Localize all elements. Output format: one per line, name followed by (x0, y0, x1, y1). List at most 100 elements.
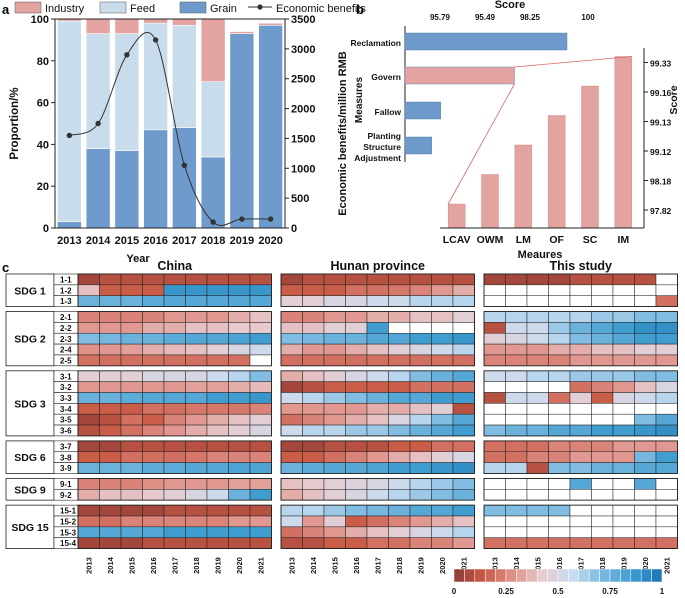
heatmap-cell (302, 343, 325, 356)
heatmap-cell (185, 515, 208, 528)
heatmap-cell (634, 515, 657, 528)
heatmap-cell (206, 440, 229, 452)
heatmap-cell (366, 489, 389, 501)
heatmap-cell (655, 489, 678, 501)
heatmap-cell (206, 392, 229, 404)
heatmap-cell (249, 526, 272, 538)
inset-bar-LCAV (447, 203, 466, 229)
heatmap-cell (323, 462, 346, 474)
heatmap-cell (323, 311, 346, 323)
heatmap-cell (431, 333, 454, 345)
heatmap-cell (142, 451, 165, 463)
column-label-2015: 2015 (331, 557, 340, 574)
heatmap-cell (483, 489, 506, 501)
heatmap-cell (228, 354, 251, 367)
heatmap-cell (323, 273, 346, 286)
heatmap-cell (569, 403, 592, 415)
legend-label-grain: Grain (210, 3, 237, 15)
heatmap-cell (612, 504, 635, 517)
heatmap-cell (431, 526, 454, 538)
inset-bar-SC (581, 85, 599, 229)
heatmap-cell (142, 333, 165, 345)
x-axis-label: Year (126, 253, 150, 265)
column-label-2018: 2018 (395, 557, 404, 574)
heatmap-cell (409, 537, 432, 549)
heatmap-cell (185, 381, 208, 393)
heatmap-cell (655, 413, 678, 426)
panel-b-score-chart: Score 95.79 95.49 98.25 100 Measures Reclamati… (350, 0, 680, 261)
heatmap-cell (569, 413, 592, 426)
heatmap-cell (77, 354, 100, 367)
y-right-tick-label-500: 500 (291, 193, 309, 205)
heatmap-cell (163, 333, 186, 345)
heatmap-cell (206, 311, 229, 323)
heatmap-cell (345, 284, 368, 296)
heatmap-cell (228, 478, 251, 490)
inset-bar-OWM (481, 174, 499, 229)
heatmap-cell (142, 489, 165, 501)
heatmap-cell (388, 424, 411, 437)
heatmap-cell (431, 354, 454, 367)
heatmap-cell (634, 311, 657, 323)
heatmap-cell (120, 322, 143, 334)
heatmap-cell (409, 424, 432, 437)
legend-swatch-industry (14, 1, 42, 14)
row-label-2-2: 2-2 (60, 324, 72, 333)
heatmap-cell (228, 424, 251, 437)
heatmap-cell (185, 424, 208, 437)
heatmap-cell (120, 537, 143, 549)
heatmap-cell (591, 462, 614, 474)
color-scale-segment (464, 568, 476, 583)
inset-y-tick-label-5: 97.82 (650, 206, 672, 216)
heatmap-cell (99, 381, 122, 393)
heatmap-group-frame-3 (280, 440, 475, 474)
heatmap-cell (280, 322, 303, 334)
heatmap-cell (591, 343, 614, 356)
column-label-2015: 2015 (128, 557, 137, 574)
heatmap-cell (120, 370, 143, 382)
heatmap-cell (634, 273, 657, 286)
heatmap-cell (345, 392, 368, 404)
heatmap-cell (612, 478, 635, 490)
y-right-tick-label-2500: 2500 (291, 74, 315, 86)
heatmap-cell (634, 424, 657, 437)
heatmap-cell (228, 504, 251, 517)
column-label-2018: 2018 (598, 557, 607, 574)
measure-label-1-0: Govern (371, 72, 401, 82)
panel-label-c: c (2, 260, 9, 275)
heatmap-cell (388, 478, 411, 490)
inset-bar-IM (614, 56, 633, 229)
heatmap-cell (526, 489, 549, 501)
heatmap-cell (302, 333, 325, 345)
heatmap-cell (591, 273, 614, 286)
heatmap-cell (120, 273, 143, 286)
measure-label-3-2: Adjustment (354, 153, 401, 163)
heatmap-cell (185, 370, 208, 382)
heatmap-cell (483, 284, 506, 296)
heatmap-cell (505, 343, 528, 356)
heatmap-cell (452, 537, 475, 549)
heatmap-cell (569, 322, 592, 334)
heatmap-cell (249, 311, 272, 323)
heatmap-cell (185, 478, 208, 490)
heatmap-cell (345, 273, 368, 286)
bar-grain-2014 (85, 148, 111, 229)
economic-point-2016 (152, 37, 159, 43)
heatmap-cell (228, 392, 251, 404)
heatmap-cell (569, 311, 592, 323)
row-label-2-1: 2-1 (60, 313, 72, 322)
inset-y-tick-label-4: 98.18 (650, 177, 672, 187)
heatmap-cell (569, 343, 592, 356)
heatmap-cell (142, 424, 165, 437)
heatmap-cell (302, 413, 325, 426)
color-scale-segment (536, 568, 548, 583)
heatmap-cell (280, 537, 303, 549)
heatmap-cell (206, 354, 229, 367)
row-label-15-1: 15-1 (60, 507, 77, 516)
bar-grain-2017 (172, 127, 197, 229)
heatmap-cell (388, 354, 411, 367)
heatmap-cell (77, 403, 100, 415)
column-label-2016: 2016 (555, 557, 564, 574)
column-label-2021: 2021 (663, 557, 672, 574)
heatmap-cell (120, 295, 143, 307)
